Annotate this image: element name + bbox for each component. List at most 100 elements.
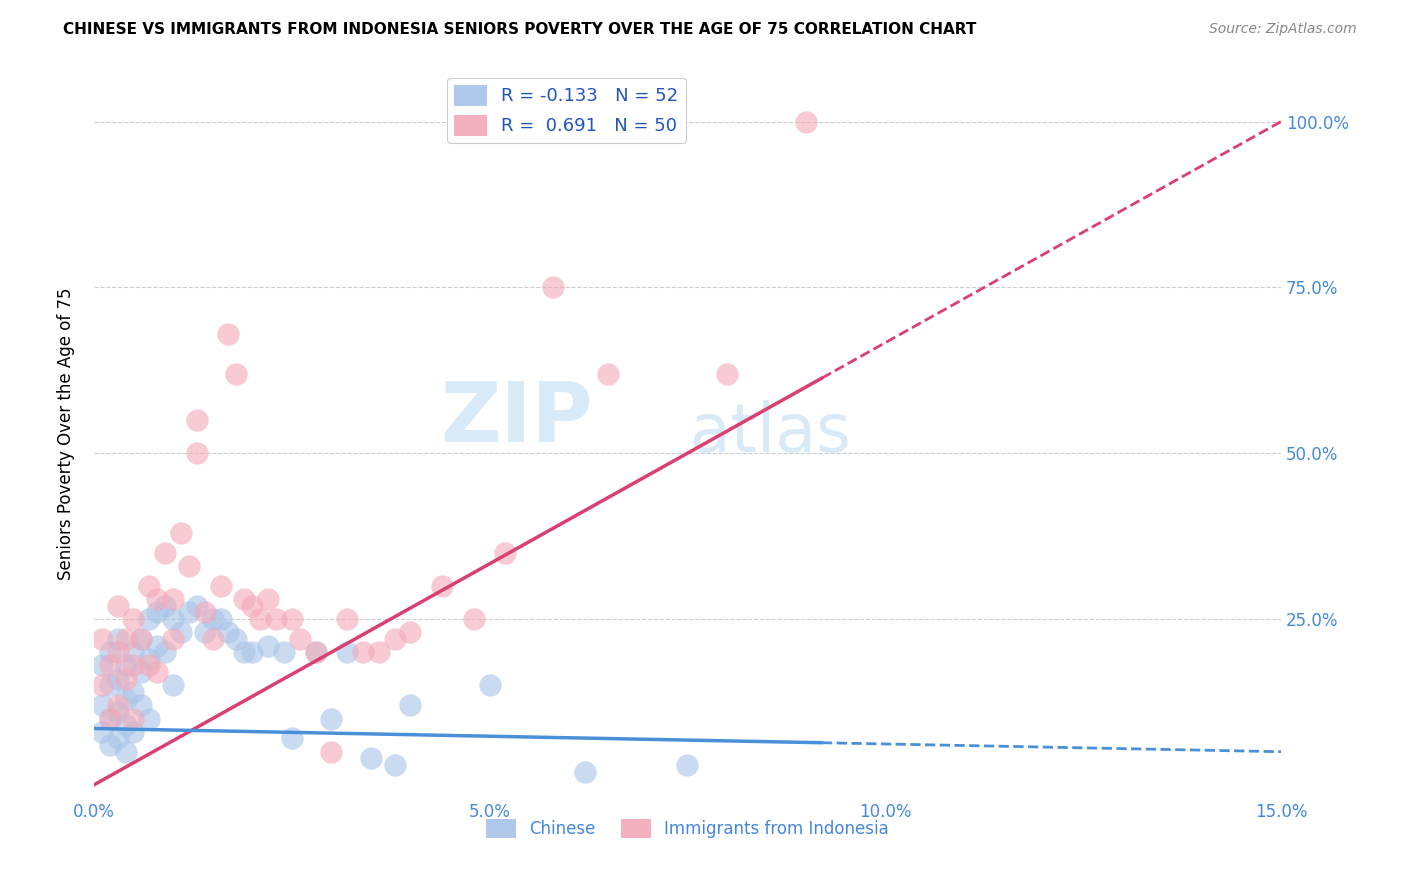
Point xyxy=(90,724,112,739)
Point xyxy=(304,645,326,659)
Point xyxy=(122,658,145,673)
Point xyxy=(131,632,153,646)
Point xyxy=(321,712,343,726)
Point xyxy=(463,612,485,626)
Y-axis label: Seniors Poverty Over the Age of 75: Seniors Poverty Over the Age of 75 xyxy=(58,287,75,580)
Point xyxy=(107,599,129,613)
Point xyxy=(217,326,239,341)
Point xyxy=(194,625,217,640)
Point xyxy=(107,698,129,713)
Point xyxy=(281,612,304,626)
Point xyxy=(321,745,343,759)
Point xyxy=(384,632,406,646)
Point xyxy=(131,665,153,679)
Point xyxy=(240,599,263,613)
Point xyxy=(90,678,112,692)
Point xyxy=(146,639,169,653)
Point xyxy=(138,579,160,593)
Point xyxy=(107,705,129,719)
Point xyxy=(122,645,145,659)
Point xyxy=(186,446,208,460)
Point xyxy=(352,645,374,659)
Point xyxy=(177,606,200,620)
Point xyxy=(209,579,232,593)
Point xyxy=(598,367,620,381)
Point xyxy=(98,645,121,659)
Point xyxy=(273,645,295,659)
Point xyxy=(162,678,184,692)
Point xyxy=(716,367,738,381)
Point xyxy=(114,718,136,732)
Point xyxy=(494,546,516,560)
Point xyxy=(249,612,271,626)
Point xyxy=(114,672,136,686)
Point xyxy=(146,606,169,620)
Point xyxy=(574,764,596,779)
Point xyxy=(336,645,359,659)
Point xyxy=(170,625,193,640)
Point xyxy=(264,612,287,626)
Point xyxy=(90,698,112,713)
Point xyxy=(153,645,176,659)
Point xyxy=(360,751,382,765)
Point xyxy=(384,758,406,772)
Point xyxy=(162,632,184,646)
Point xyxy=(170,525,193,540)
Point xyxy=(107,632,129,646)
Point xyxy=(257,592,280,607)
Point xyxy=(233,645,256,659)
Point xyxy=(162,592,184,607)
Point xyxy=(336,612,359,626)
Point xyxy=(122,712,145,726)
Point xyxy=(257,639,280,653)
Point xyxy=(676,758,699,772)
Point xyxy=(541,280,564,294)
Point xyxy=(194,606,217,620)
Legend: Chinese, Immigrants from Indonesia: Chinese, Immigrants from Indonesia xyxy=(479,812,896,845)
Point xyxy=(122,724,145,739)
Point xyxy=(201,632,224,646)
Point xyxy=(114,632,136,646)
Point xyxy=(399,698,422,713)
Point xyxy=(131,698,153,713)
Point xyxy=(138,652,160,666)
Text: ZIP: ZIP xyxy=(440,378,592,459)
Point xyxy=(304,645,326,659)
Point xyxy=(186,413,208,427)
Point xyxy=(98,712,121,726)
Point xyxy=(107,731,129,746)
Point xyxy=(122,612,145,626)
Point xyxy=(107,672,129,686)
Point xyxy=(186,599,208,613)
Point xyxy=(217,625,239,640)
Point xyxy=(177,559,200,574)
Point xyxy=(114,691,136,706)
Point xyxy=(240,645,263,659)
Point xyxy=(138,658,160,673)
Point xyxy=(288,632,311,646)
Point xyxy=(281,731,304,746)
Point xyxy=(138,712,160,726)
Point xyxy=(98,712,121,726)
Point xyxy=(233,592,256,607)
Point xyxy=(430,579,453,593)
Point xyxy=(478,678,501,692)
Point xyxy=(201,612,224,626)
Point xyxy=(114,658,136,673)
Point xyxy=(146,665,169,679)
Point xyxy=(367,645,389,659)
Point xyxy=(114,745,136,759)
Point xyxy=(162,612,184,626)
Point xyxy=(90,632,112,646)
Point xyxy=(98,738,121,752)
Text: CHINESE VS IMMIGRANTS FROM INDONESIA SENIORS POVERTY OVER THE AGE OF 75 CORRELAT: CHINESE VS IMMIGRANTS FROM INDONESIA SEN… xyxy=(63,22,977,37)
Point xyxy=(399,625,422,640)
Point xyxy=(98,658,121,673)
Point xyxy=(225,632,247,646)
Point xyxy=(209,612,232,626)
Point xyxy=(122,685,145,699)
Point xyxy=(153,599,176,613)
Point xyxy=(225,367,247,381)
Point xyxy=(90,658,112,673)
Point xyxy=(138,612,160,626)
